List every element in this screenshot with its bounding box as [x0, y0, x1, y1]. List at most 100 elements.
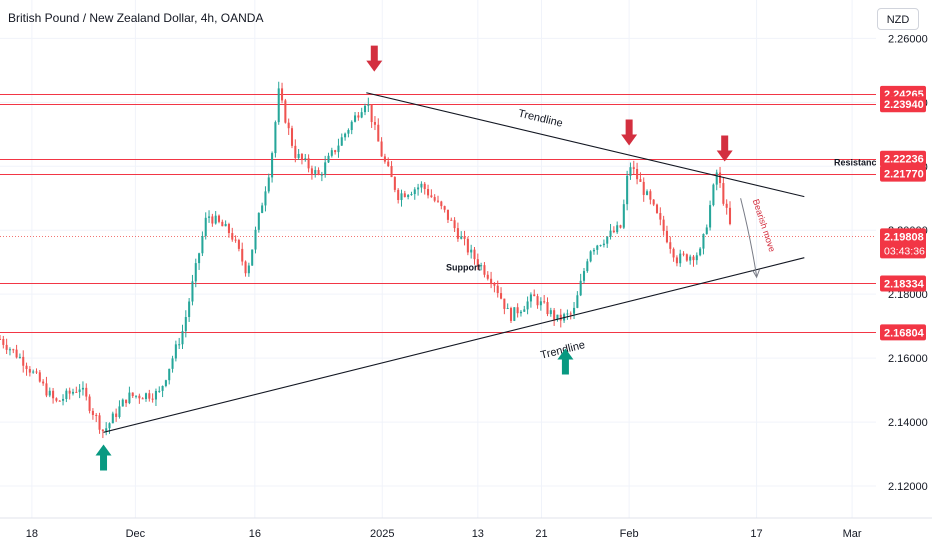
annotations: TrendlineTrendlineResistanceSupportBeari… [95, 45, 882, 471]
price-tag[interactable] [880, 324, 926, 341]
current-price-tag[interactable] [880, 228, 926, 259]
candle-body [324, 162, 327, 175]
candle-body [231, 233, 234, 240]
candle [52, 387, 55, 404]
candle-body [251, 249, 254, 266]
candle [500, 287, 503, 300]
candle [0, 334, 2, 340]
candle [274, 120, 277, 158]
candle [470, 244, 473, 259]
candle-body [237, 240, 240, 249]
candle-body [261, 205, 264, 213]
candle-body [622, 204, 625, 228]
candle [320, 171, 323, 182]
candle [695, 252, 698, 265]
candle [144, 392, 148, 402]
candle-body [274, 122, 277, 154]
candle-body [105, 428, 108, 432]
price-tag[interactable] [880, 165, 926, 182]
candle [403, 190, 406, 198]
candle [503, 298, 506, 315]
candle [480, 262, 483, 271]
candle-body [632, 167, 635, 169]
grid [0, 0, 876, 518]
candle [556, 314, 559, 322]
candle [516, 303, 519, 318]
candle [178, 337, 181, 349]
candle-body [310, 168, 313, 174]
candle-body [549, 310, 552, 315]
candle-body [403, 193, 406, 197]
candle-body [184, 317, 187, 332]
candle-body [553, 310, 556, 320]
candle-body [725, 203, 728, 208]
candle [294, 139, 297, 163]
candle-body [95, 414, 98, 416]
candle-body [68, 390, 71, 394]
candle [344, 132, 347, 141]
candle-body [573, 307, 576, 314]
currency-button[interactable]: NZD [877, 8, 919, 30]
candle [148, 389, 151, 402]
candle-body [78, 389, 81, 393]
candle [682, 251, 685, 257]
candle-body [277, 88, 280, 123]
candles [0, 81, 732, 439]
price-tag[interactable] [880, 275, 926, 292]
bearish-move-arrow [740, 198, 758, 277]
candle-body [264, 191, 267, 206]
candle-body [22, 356, 25, 366]
candle-body [284, 100, 287, 123]
trendline-upper[interactable] [366, 92, 805, 198]
candle-body [287, 122, 290, 129]
candle-body [191, 281, 194, 302]
candle [221, 219, 224, 227]
trendline-lower[interactable] [103, 257, 805, 433]
candle-body [254, 229, 257, 250]
candle-body [612, 230, 615, 233]
price-tag-label: 2.18334 [884, 278, 925, 290]
candle-body [665, 230, 668, 243]
candle [168, 368, 171, 385]
candle [2, 335, 5, 349]
candle [728, 201, 732, 226]
candle [198, 252, 201, 270]
x-tick-label: 17 [750, 528, 762, 540]
y-tick-label: 2.26000 [888, 33, 928, 45]
candle-body [244, 261, 247, 274]
candle [135, 395, 138, 399]
candle [247, 262, 250, 277]
candle [427, 184, 430, 199]
candle-body [582, 271, 586, 281]
candle [380, 137, 383, 157]
candle [227, 222, 230, 238]
candle [241, 242, 244, 266]
price-tag[interactable] [880, 150, 926, 167]
candle-body [52, 390, 55, 399]
candle-body [420, 183, 423, 188]
candle-body [569, 313, 572, 315]
candle [231, 227, 234, 242]
price-tag[interactable] [880, 96, 926, 113]
candle-body [433, 197, 436, 201]
bearish-move-label: Bearish move [751, 198, 778, 253]
candle-body [181, 331, 184, 345]
candle-body [616, 225, 619, 233]
candle-body [115, 413, 118, 417]
candle-body [373, 122, 376, 125]
y-tick-label: 2.14000 [888, 417, 928, 429]
candle [410, 191, 413, 196]
candle [443, 205, 446, 213]
candle-body [363, 105, 367, 113]
candle-body [337, 145, 340, 153]
candle [354, 111, 357, 123]
candle [486, 271, 489, 281]
candle-body [5, 344, 8, 350]
candle [111, 411, 114, 424]
candle-body [473, 249, 476, 260]
candle-body [596, 245, 599, 250]
arrow-down-icon [621, 119, 638, 146]
candle [636, 162, 639, 185]
candle [722, 177, 725, 206]
candle-body [42, 381, 45, 384]
